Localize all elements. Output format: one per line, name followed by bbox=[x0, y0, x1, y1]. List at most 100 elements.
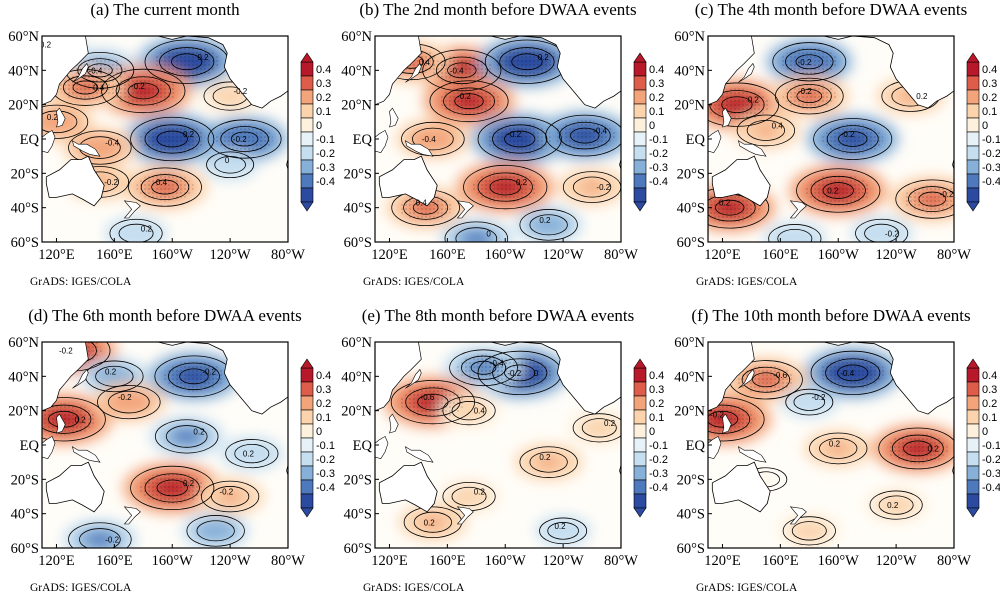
contour-label: 0.2 bbox=[141, 224, 153, 233]
contour-label: 0.2 bbox=[474, 488, 486, 497]
contour-line bbox=[451, 401, 487, 421]
y-tick-label: 60°N bbox=[674, 29, 705, 45]
contour-label: 0.2 bbox=[829, 439, 841, 448]
contour-line bbox=[444, 221, 509, 242]
contour-line bbox=[429, 80, 509, 123]
significance-stipple bbox=[42, 403, 97, 436]
new-zealand bbox=[789, 200, 807, 219]
map-svg: -0.4 -0.6 -0.2 0.2 0.2 -0.2 0.2 60°N 40°N 20°N EQ 2… bbox=[674, 335, 1000, 569]
contour-line bbox=[572, 176, 612, 198]
anomaly-core bbox=[420, 515, 446, 529]
contour-label: -0.2 bbox=[131, 82, 145, 91]
anomaly-core bbox=[173, 429, 201, 444]
contour-line bbox=[95, 365, 134, 387]
japan bbox=[405, 368, 422, 389]
contour-line bbox=[878, 427, 954, 470]
significance-stipple bbox=[708, 192, 761, 223]
y-tick-label: 40°S bbox=[677, 201, 705, 217]
x-tick-label: 160°E bbox=[429, 247, 466, 263]
japan bbox=[405, 62, 422, 83]
contour-label: -0.2 bbox=[105, 535, 119, 544]
x-tick-label: 80°W bbox=[937, 247, 971, 263]
contour-line bbox=[207, 119, 282, 159]
x-tick-label: 160°E bbox=[762, 247, 799, 263]
colorbar-segment bbox=[300, 395, 314, 411]
new-zealand bbox=[123, 200, 141, 219]
contour-line bbox=[42, 110, 78, 134]
borneo bbox=[708, 435, 722, 460]
colorbar-segment bbox=[633, 131, 647, 147]
colorbar-tick-label: -0.2 bbox=[649, 454, 668, 466]
new-zealand bbox=[456, 506, 474, 525]
colorbar-segment bbox=[966, 89, 980, 105]
y-tick-label: 60°N bbox=[8, 29, 39, 45]
significance-stipple bbox=[163, 361, 225, 392]
significance-stipple bbox=[110, 74, 176, 107]
contour-label: 0.2 bbox=[197, 53, 209, 62]
contour-line bbox=[225, 439, 279, 469]
colorbar-tick-label: 0.1 bbox=[316, 106, 331, 118]
colorbar-segment bbox=[300, 409, 314, 425]
asia bbox=[42, 36, 89, 106]
contour-label: 0.2 bbox=[538, 53, 550, 62]
contour-label: 0.4 bbox=[474, 407, 486, 416]
colorbar-segment bbox=[966, 493, 980, 509]
grads-credit: GrADS: IGES/COLA bbox=[696, 582, 798, 594]
contour-line bbox=[196, 520, 235, 542]
contour-line bbox=[412, 127, 454, 151]
contour-label: 0.2 bbox=[887, 501, 899, 510]
y-tick-label: 40°S bbox=[344, 201, 372, 217]
colorbar-tick-label: 0.3 bbox=[316, 384, 331, 396]
y-tick-label: 20°S bbox=[11, 166, 39, 182]
map-panel: (b) The 2nd month before DWAA events -0.4… bbox=[333, 0, 668, 297]
colorbar-segment bbox=[300, 159, 314, 175]
colorbar-segment bbox=[966, 479, 980, 495]
contour-label: 0.2 bbox=[539, 453, 551, 462]
significance-stipple bbox=[805, 174, 871, 207]
x-tick-label: 160°E bbox=[762, 553, 799, 569]
significance-stipple bbox=[136, 172, 194, 202]
contour-label: 0.2 bbox=[105, 367, 117, 376]
colorbar-tick-label: 0 bbox=[982, 426, 988, 438]
x-tick-label: 80°W bbox=[271, 553, 305, 569]
colorbar-tick-label: 0.3 bbox=[982, 78, 997, 90]
colorbar-segment bbox=[300, 117, 314, 133]
y-tick-label: EQ bbox=[686, 132, 706, 148]
x-tick-label: 120°E bbox=[371, 553, 408, 569]
colorbar-segment bbox=[633, 381, 647, 397]
contour-label: 0.2 bbox=[554, 522, 566, 531]
contour-label: -0.2 bbox=[457, 92, 471, 101]
colorbar-tick-label: 0.2 bbox=[316, 92, 331, 104]
colorbar-segment bbox=[300, 493, 314, 509]
colorbar-segment bbox=[633, 75, 647, 91]
map-panel: (e) The 8th month before DWAA events -0.2… bbox=[333, 306, 668, 603]
colorbar-segment bbox=[633, 423, 647, 439]
colorbar-tick-label: 0 bbox=[982, 120, 988, 132]
colorbar-segment bbox=[966, 381, 980, 397]
asia bbox=[375, 36, 422, 106]
contour-label: 0.2 bbox=[539, 216, 551, 225]
y-tick-label: 20°S bbox=[344, 166, 372, 182]
contour-line bbox=[796, 168, 881, 213]
colorbar-segment bbox=[633, 367, 647, 383]
contour-label: 0.2 bbox=[40, 41, 52, 50]
philippines bbox=[56, 107, 66, 128]
contour-line bbox=[774, 77, 844, 115]
contour-label: -0.2 bbox=[507, 130, 521, 139]
anomaly-core bbox=[203, 524, 229, 538]
x-tick-label: 120°W bbox=[210, 553, 252, 569]
contour-line bbox=[529, 451, 568, 473]
contour-label: 0.2 bbox=[47, 113, 59, 122]
philippines bbox=[722, 413, 732, 434]
contour-label: 0.2 bbox=[183, 479, 195, 488]
contour-line bbox=[442, 396, 496, 426]
contour-label: -0.4 bbox=[490, 359, 504, 368]
colorbar-segment bbox=[633, 173, 647, 189]
y-tick-label: 60°S bbox=[677, 541, 705, 557]
japan bbox=[738, 62, 755, 83]
contour-line bbox=[736, 114, 796, 147]
colorbar-tick-label: -0.3 bbox=[649, 468, 668, 480]
colorbar-bottom-arrow bbox=[633, 201, 647, 212]
contour-line bbox=[42, 104, 89, 139]
y-tick-label: EQ bbox=[686, 438, 706, 454]
